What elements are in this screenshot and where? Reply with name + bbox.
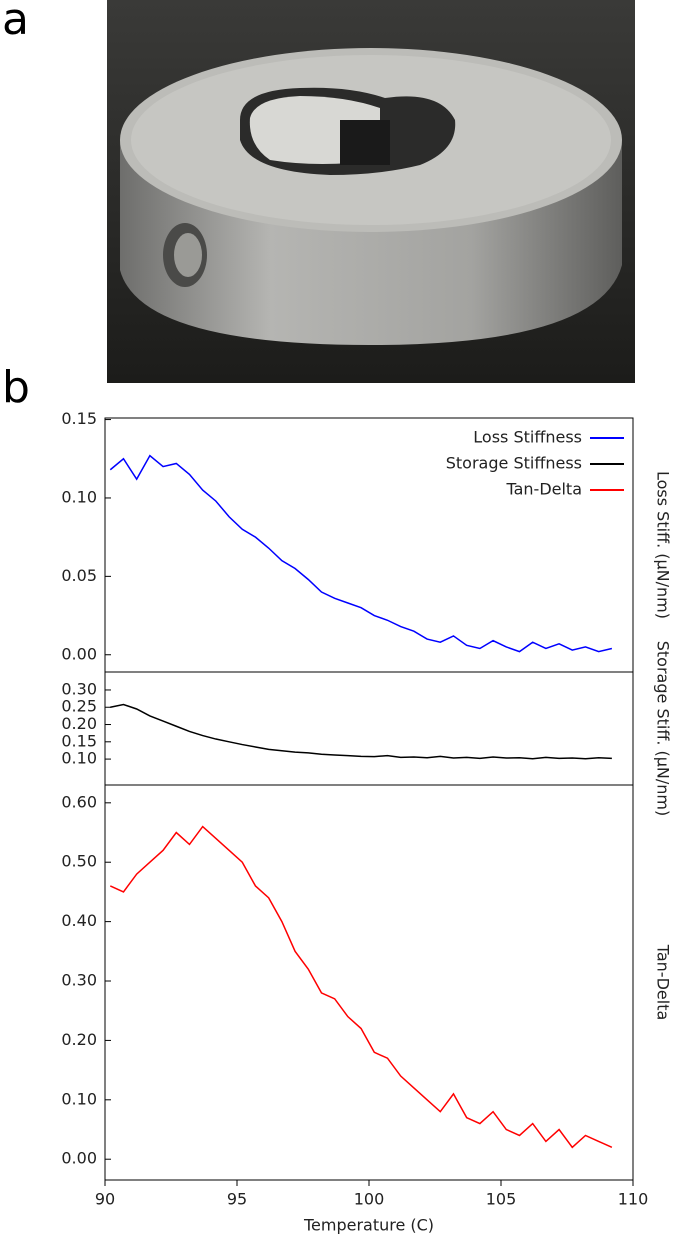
legend-label: Loss Stiffness [473, 428, 582, 447]
y-tick-label: 0.10 [61, 487, 97, 506]
y-tick-label: 0.00 [61, 1149, 97, 1168]
y-tick-label: 0.50 [61, 852, 97, 871]
y-tick-label: 0.10 [61, 749, 97, 768]
data-line [109, 454, 613, 653]
y-axis-label: Loss Stiff. (µN/nm) [654, 471, 673, 619]
data-line [109, 825, 613, 1149]
x-tick-label: 100 [354, 1190, 385, 1209]
plot-frame [104, 784, 634, 1181]
y-tick-label: 0.40 [61, 911, 97, 930]
y-tick-label: 0.20 [61, 714, 97, 733]
y-tick-label: 0.30 [61, 971, 97, 990]
photo [107, 0, 635, 383]
y-tick-label: 0.05 [61, 566, 97, 585]
y-tick-label: 0.00 [61, 644, 97, 663]
panel-label: b [2, 362, 30, 413]
panel-label: a [2, 0, 29, 45]
x-tick-label: 110 [618, 1190, 649, 1209]
x-tick-label: 90 [95, 1190, 115, 1209]
y-tick-label: 0.15 [61, 409, 97, 428]
y-axis-label: Storage Stiff. (µN/nm) [654, 641, 673, 817]
y-tick-label: 0.30 [61, 679, 97, 698]
plot-frame [104, 671, 634, 786]
y-axis-label: Tan-Delta [654, 944, 673, 1021]
x-tick-label: 95 [227, 1190, 247, 1209]
y-tick-label: 0.25 [61, 697, 97, 716]
x-tick-label: 105 [486, 1190, 517, 1209]
y-tick-label: 0.15 [61, 731, 97, 750]
legend-label: Storage Stiffness [446, 454, 582, 473]
y-tick-label: 0.60 [61, 792, 97, 811]
x-axis-label: Temperature (C) [303, 1216, 434, 1235]
data-line [110, 703, 612, 760]
legend-label: Tan-Delta [505, 480, 582, 499]
y-tick-label: 0.10 [61, 1089, 97, 1108]
y-tick-label: 0.20 [61, 1030, 97, 1049]
